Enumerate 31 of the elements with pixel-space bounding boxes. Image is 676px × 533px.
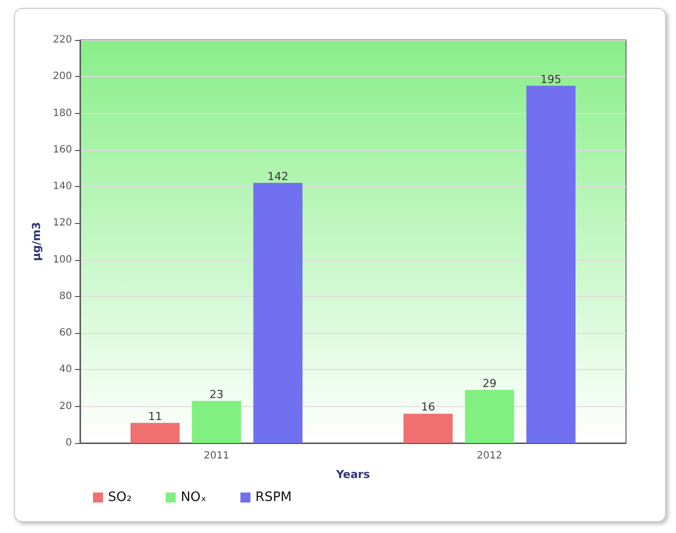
bar xyxy=(526,86,576,443)
x-tick-label: 2011 xyxy=(204,450,230,462)
y-axis-title: µg/m3 xyxy=(30,222,43,262)
bar xyxy=(464,390,514,443)
y-tick-label: 160 xyxy=(52,144,72,156)
y-tick-label: 80 xyxy=(59,290,72,302)
legend-label: NOₓ xyxy=(180,490,207,505)
data-label: 11 xyxy=(148,410,162,423)
y-tick-label: 0 xyxy=(66,438,72,448)
y-tick-label: 200 xyxy=(52,71,72,82)
bar xyxy=(192,400,242,443)
legend-label: RSPM xyxy=(255,490,292,505)
y-tick-label: 20 xyxy=(59,400,72,412)
x-axis-title: Years xyxy=(335,468,370,481)
data-label: 29 xyxy=(482,376,496,390)
x-tick-label: 2012 xyxy=(476,450,502,462)
y-tick-label: 100 xyxy=(52,254,72,266)
y-tick-label: 120 xyxy=(52,218,72,229)
data-label: 142 xyxy=(267,170,288,183)
bar xyxy=(404,414,453,443)
data-label: 16 xyxy=(421,400,436,414)
data-label: 195 xyxy=(540,72,562,86)
legend-label: SO₂ xyxy=(108,490,132,505)
bar xyxy=(253,182,302,443)
y-tick-label: 60 xyxy=(59,328,72,339)
y-tick-label: 140 xyxy=(52,181,72,192)
data-label: 23 xyxy=(210,388,224,401)
y-tick-label: 40 xyxy=(59,364,72,376)
bar xyxy=(130,422,180,443)
y-tick-label: 180 xyxy=(52,108,72,119)
y-tick-label: 220 xyxy=(52,34,72,46)
